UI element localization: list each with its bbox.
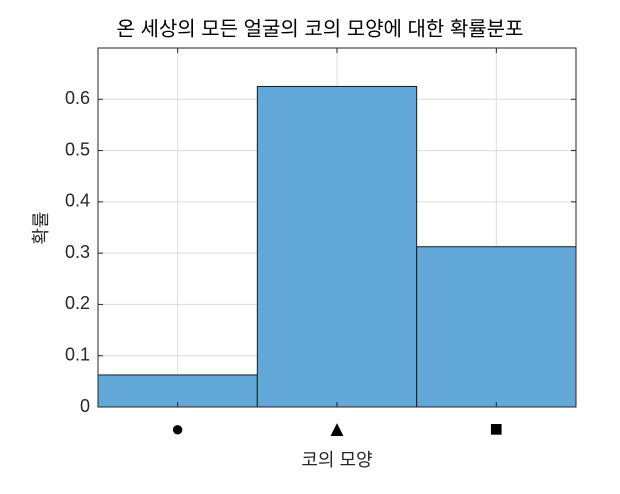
axes-box — [97, 47, 577, 408]
x-tick-label: ● — [171, 416, 184, 441]
chart-title: 온 세상의 모든 얼굴의 코의 모양에 대한 확률분포 — [117, 17, 524, 40]
bar — [97, 374, 258, 408]
y-tick-label: 0.1 — [65, 344, 90, 364]
bar — [416, 246, 577, 408]
y-tick-label: 0.3 — [65, 242, 90, 262]
y-tick-label: 0.6 — [65, 88, 90, 108]
y-tick-label: 0 — [80, 396, 90, 416]
y-tick-label: 0.2 — [65, 293, 90, 313]
y-axis-label: 확률 — [31, 211, 51, 244]
y-tick-label: 0.4 — [65, 191, 90, 211]
y-tick-label: 0.5 — [65, 139, 90, 159]
bar — [256, 85, 418, 408]
x-tick-label: ▲ — [326, 416, 348, 441]
x-tick-label: ■ — [490, 416, 503, 441]
x-axis-label: 코의 모양 — [301, 450, 372, 470]
